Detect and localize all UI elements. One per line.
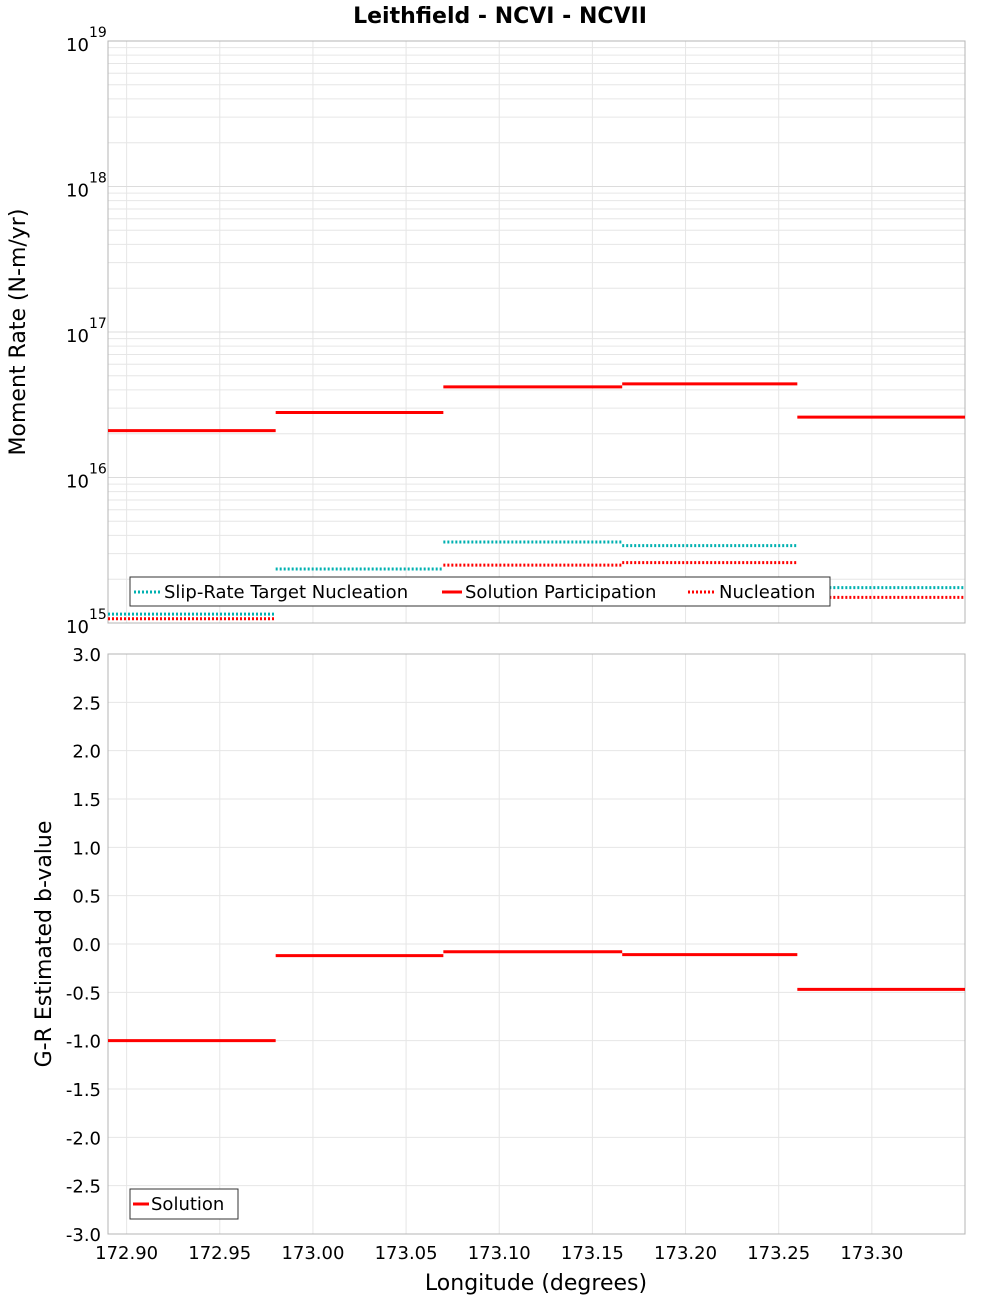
y-tick-label: 10 <box>66 181 89 202</box>
b-value-panel: 3.0 2.5 2.0 1.5 1.0 0.5 0.0 -0.5 -1.0 -1.5 -2.0 -2.… <box>32 645 966 1296</box>
x-tick-label: 173.20 <box>654 1243 717 1264</box>
moment-rate-grid <box>108 41 965 624</box>
y-tick-label: 2.0 <box>72 742 101 763</box>
y-tick-label: -2.0 <box>66 1128 101 1149</box>
y-tick-label: -1.5 <box>66 1080 101 1101</box>
x-tick-label: 172.95 <box>188 1243 251 1264</box>
y-tick-exponent: 19 <box>89 25 107 41</box>
b-value-y-ticks: 3.0 2.5 2.0 1.5 1.0 0.5 0.0 -0.5 -1.0 -1.5 -2.0 -2.… <box>66 645 101 1246</box>
moment-rate-legend: Slip-Rate Target Nucleation Solution Par… <box>129 576 831 607</box>
y-tick-label: 10 <box>66 472 89 493</box>
y-tick-label: 1.0 <box>72 838 101 859</box>
y-tick-label: 10 <box>66 35 89 56</box>
longitude-x-ticks: 172.90 172.95 173.00 173.05 173.10 173.15 173.… <box>95 1243 903 1264</box>
y-tick-label: -3.0 <box>66 1225 101 1246</box>
b-value-plot-frame <box>107 653 966 1235</box>
moment-rate-y-axis-label: Moment Rate (N-m/yr) <box>6 209 31 456</box>
y-tick-label: 10 <box>66 617 89 638</box>
y-tick-label: 2.5 <box>72 693 101 714</box>
y-tick-label: 0.5 <box>72 887 101 908</box>
moment-rate-plot-frame <box>107 40 966 624</box>
y-tick-label: 10 <box>66 326 89 347</box>
x-tick-label: 173.25 <box>747 1243 810 1264</box>
x-tick-label: 172.90 <box>95 1243 158 1264</box>
y-tick-exponent: 16 <box>89 462 107 478</box>
b-value-y-axis-label: G-R Estimated b-value <box>32 821 57 1068</box>
legend-label-target: Slip-Rate Target Nucleation <box>164 582 408 603</box>
y-tick-exponent: 18 <box>89 171 107 187</box>
b-value-grid <box>108 653 965 1235</box>
legend-label-solution: Solution <box>151 1194 224 1215</box>
y-tick-label: -1.0 <box>66 1032 101 1053</box>
y-tick-label: 3.0 <box>72 645 101 666</box>
x-tick-label: 173.30 <box>840 1243 903 1264</box>
x-tick-label: 173.15 <box>561 1243 624 1264</box>
y-tick-label: -0.5 <box>66 983 101 1004</box>
b-value-series <box>108 950 965 1043</box>
x-axis-label: Longitude (degrees) <box>425 1271 647 1296</box>
y-tick-exponent: 15 <box>89 607 107 623</box>
y-tick-label: 1.5 <box>72 790 101 811</box>
b-value-legend: Solution <box>129 1188 239 1220</box>
legend-label-nucleation: Nucleation <box>719 582 815 603</box>
y-tick-label: 0.0 <box>72 935 101 956</box>
x-tick-label: 173.10 <box>468 1243 531 1264</box>
x-tick-label: 173.00 <box>281 1243 344 1264</box>
y-tick-label: -2.5 <box>66 1177 101 1198</box>
legend-label-solution-participation: Solution Participation <box>465 582 656 603</box>
y-tick-exponent: 17 <box>89 316 107 332</box>
moment-rate-series <box>108 382 965 621</box>
chart-title: Leithfield - NCVI - NCVII <box>353 4 647 29</box>
x-tick-label: 173.05 <box>375 1243 438 1264</box>
